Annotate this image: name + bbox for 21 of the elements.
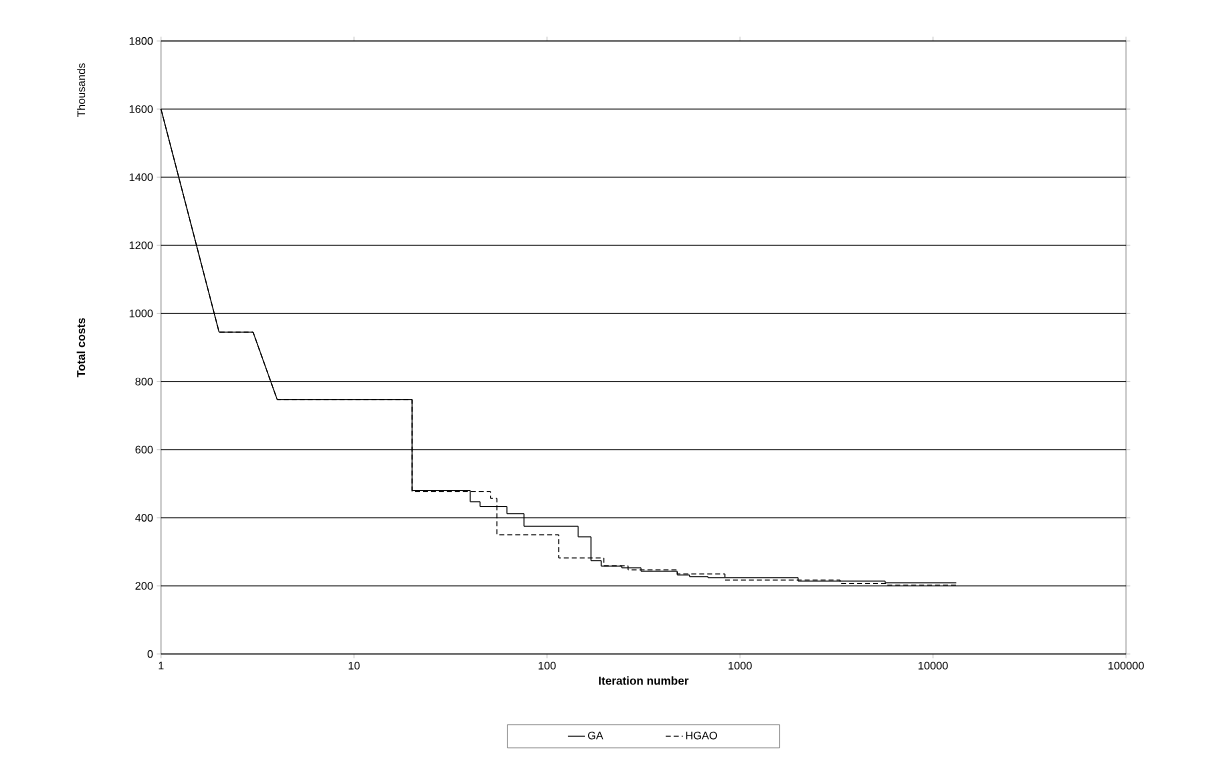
y-tick-label: 1400 bbox=[129, 173, 153, 182]
x-axis-title: Iteration number bbox=[599, 676, 689, 685]
x-tick-label: 1000 bbox=[728, 661, 752, 670]
y-tick-label: 0 bbox=[147, 650, 153, 658]
y-tick-label: 1600 bbox=[129, 105, 153, 113]
legend-label: HGAO bbox=[686, 731, 718, 740]
y-tick-label: 400 bbox=[135, 513, 153, 522]
legend-label: GA bbox=[588, 731, 604, 740]
y-tick-label: 1000 bbox=[129, 309, 153, 318]
text: Thousands bbox=[77, 63, 86, 117]
x-tick-label: 10000 bbox=[918, 661, 948, 670]
x-tick-label: 10 bbox=[348, 661, 360, 670]
x-tick-label: 100 bbox=[538, 661, 556, 670]
y-tick-label: 800 bbox=[135, 377, 153, 386]
y-tick-label: 600 bbox=[135, 445, 153, 454]
y-tick-label: 1200 bbox=[129, 241, 153, 250]
y-axis-title: Total costs bbox=[76, 318, 86, 378]
x-tick-label: 100000 bbox=[1108, 661, 1144, 670]
x-tick-label: 1 bbox=[158, 661, 164, 670]
y-tick-label: 200 bbox=[135, 582, 153, 590]
y-tick-label: 1800 bbox=[129, 37, 153, 45]
